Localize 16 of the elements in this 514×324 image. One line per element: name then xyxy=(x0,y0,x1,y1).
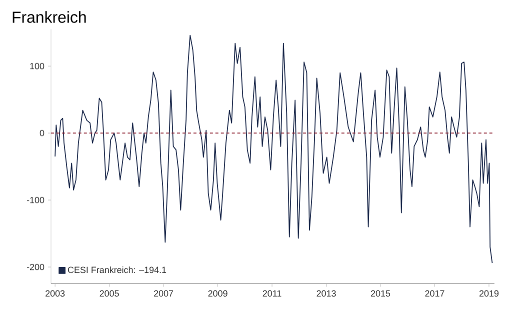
x-tick-label: 2013 xyxy=(316,290,336,297)
y-tick-label: 0 xyxy=(40,130,44,136)
x-tick-label: 2019 xyxy=(479,290,499,297)
x-tick-label: 2017 xyxy=(425,290,444,297)
y-tick-label: 100 xyxy=(30,62,44,70)
x-tick-label: 2015 xyxy=(370,290,390,297)
x-tick-label: 2005 xyxy=(100,290,119,297)
y-tick-label: -100 xyxy=(26,196,44,204)
y-tick-label: -200 xyxy=(26,264,44,270)
chart-title: Frankreich xyxy=(12,11,86,23)
x-tick-label: 2009 xyxy=(208,290,228,297)
x-tick-label: 2007 xyxy=(154,290,174,297)
x-tick-label: 2011 xyxy=(262,290,282,297)
line-series xyxy=(54,34,493,264)
legend-label: CESI Frankreich: –194.1 xyxy=(68,266,166,274)
x-tick-label: 2003 xyxy=(46,290,65,297)
